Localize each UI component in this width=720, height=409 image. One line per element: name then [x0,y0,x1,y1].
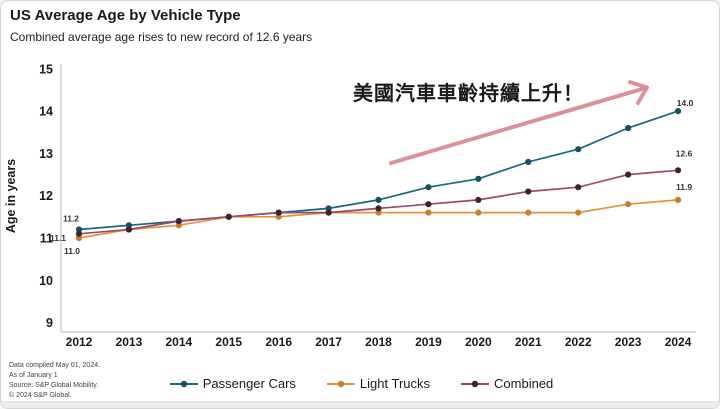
trend-arrow [389,87,644,165]
value-label: 12.6 [676,148,693,158]
data-point-combined [275,209,282,216]
x-tick-label: 2022 [565,335,592,349]
data-point-combined [674,167,682,174]
data-point-combined [425,201,432,208]
value-label: 11.1 [50,233,66,243]
data-point-combined [525,188,532,195]
data-point-passenger-cars [674,108,682,115]
footnote-line: Source: S&P Global Mobility. [9,382,99,389]
age-line-chart: 9 10 11 12 13 14 15 Age in years 2012 2013 2014 201… [4,62,696,349]
trend-arrow-head [628,80,649,105]
legend-marker-icon [461,380,490,387]
data-point-passenger-cars [525,158,532,165]
x-tick-label: 2014 [165,335,192,349]
legend-marker-icon [169,380,198,387]
footnote-line: As of January 1 [9,372,58,379]
x-tick-label: 2012 [66,335,93,349]
annotation-text: 美國汽車車齡持續上升！ [353,83,584,105]
data-point-light-trucks [575,209,582,216]
x-tick-label: 2018 [365,335,392,349]
data-point-combined [125,226,133,233]
x-tick-label: 2013 [116,335,143,349]
chart-legend: Passenger Cars Light Trucks Combined [61,376,661,391]
data-point-passenger-cars [75,226,83,233]
data-point-combined [75,230,83,237]
legend-item-combined: Combined [460,376,553,391]
chart-subtitle: Combined average age rises to new record… [10,30,313,44]
data-point-passenger-cars [475,175,482,182]
data-point-light-trucks [674,196,682,203]
legend-label: Combined [494,376,554,391]
footnote-line: © 2024 S&P Global. [9,392,72,399]
y-tick-label: 14 [39,105,53,119]
x-tick-label: 2016 [265,335,292,349]
legend-label: Passenger Cars [202,376,296,391]
data-point-passenger-cars [575,146,582,153]
data-point-combined [575,184,582,191]
x-tick-label: 2023 [615,335,642,349]
x-tick-label: 2020 [465,335,492,349]
y-axis-title: Age in years [4,159,18,233]
data-point-light-trucks [425,209,432,216]
value-label: 14.0 [677,98,694,108]
value-label: 11.9 [676,182,692,192]
legend-item-passenger-cars: Passenger Cars [169,376,296,391]
x-tick-label: 2015 [215,335,242,349]
data-point-light-trucks [475,209,482,216]
x-tick-label: 2019 [415,335,442,349]
x-tick-label: 2017 [315,335,342,349]
bottom-strip [1,401,719,408]
y-tick-label: 11 [40,232,53,246]
legend-label: Light Trucks [359,376,431,391]
footnote-line: Data compiled May 01, 2024. [9,362,101,369]
x-tick-label: 2024 [665,335,692,349]
x-tick-label: 2021 [515,335,542,349]
data-point-light-trucks [525,209,532,216]
data-point-combined [175,218,182,225]
y-tick-label: 10 [39,274,53,288]
y-tick-label: 12 [39,189,53,203]
data-point-passenger-cars [425,184,432,191]
data-point-passenger-cars [625,124,632,132]
data-point-light-trucks [625,201,632,208]
data-point-combined [325,209,332,216]
data-point-combined [475,196,482,203]
y-tick-label: 9 [46,316,53,330]
footnote: Data compiled May 01, 2024. As of Januar… [9,361,100,401]
y-tick-label: 13 [39,147,53,161]
y-tick-label: 15 [39,62,53,76]
legend-item-light-trucks: Light Trucks [326,376,430,391]
data-point-combined [375,205,382,212]
data-point-combined [625,171,632,178]
chart-title: US Average Age by Vehicle Type [10,7,241,24]
data-point-combined [225,213,232,220]
value-label: 11.0 [64,246,80,256]
legend-marker-icon [326,380,355,387]
value-label: 11.2 [63,214,79,224]
data-point-passenger-cars [375,196,382,203]
